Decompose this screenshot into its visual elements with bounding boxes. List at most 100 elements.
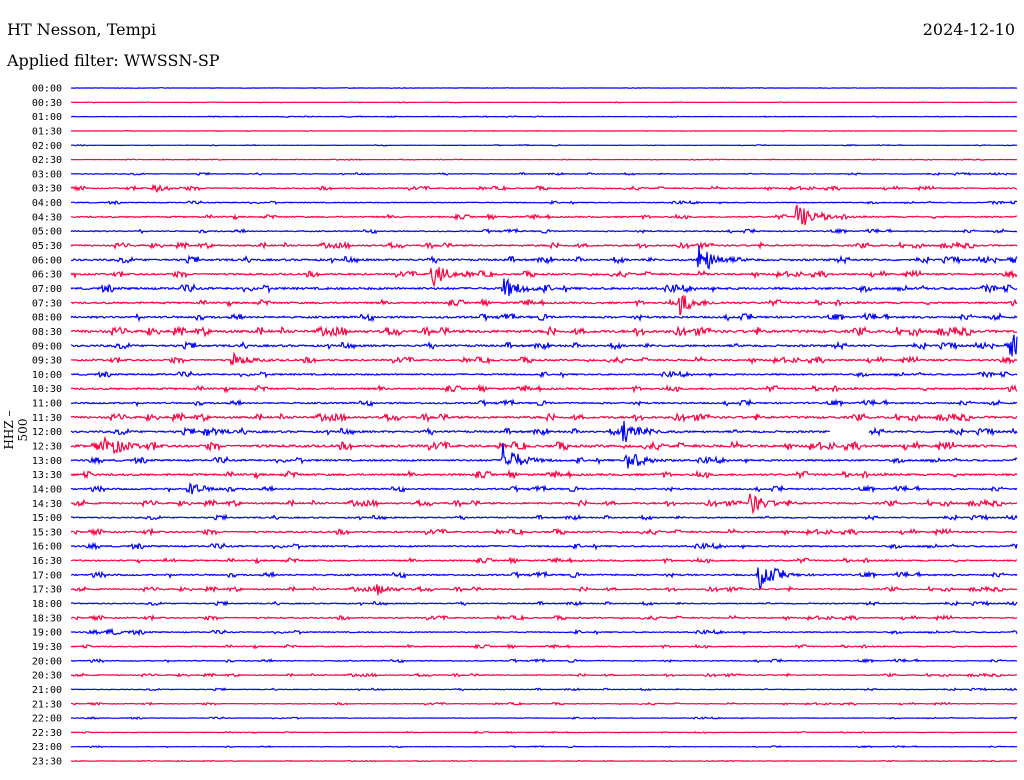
time-tick-label: 13:30 [32, 470, 62, 481]
time-tick-label: 08:30 [32, 327, 62, 338]
seismic-trace-0830 [70, 325, 1018, 338]
time-tick-label: 17:00 [32, 570, 62, 581]
time-tick-label: 04:00 [32, 198, 62, 209]
seismic-trace-1830 [70, 614, 1018, 622]
seismic-trace-0000 [70, 86, 1017, 90]
time-tick-label: 10:30 [32, 384, 62, 395]
time-tick-label: 06:30 [32, 270, 62, 281]
seismic-trace-0330 [70, 183, 1018, 193]
station-title: HT Nesson, Tempi [7, 20, 157, 39]
time-tick-label: 02:30 [32, 155, 62, 166]
time-tick-label: 01:30 [32, 126, 62, 137]
time-tick-label: 05:30 [32, 241, 62, 252]
seismic-trace-2030 [70, 672, 1018, 678]
time-tick-label: 19:00 [32, 628, 62, 639]
seismic-trace-0630 [70, 267, 1018, 288]
seismic-trace-0500 [70, 227, 1018, 235]
seismic-trace-1230 [70, 435, 1018, 454]
filter-label: Applied filter: WWSSN-SP [7, 51, 220, 70]
seismic-trace-2130 [71, 701, 1018, 706]
time-tick-label: 05:00 [32, 227, 62, 238]
time-tick-label: 15:00 [32, 513, 62, 524]
time-tick-label: 01:00 [32, 112, 62, 123]
time-tick-label: 14:00 [32, 484, 62, 495]
time-tick-label: 15:30 [32, 527, 62, 538]
seismic-trace-0400 [70, 199, 1018, 206]
time-tick-label: 07:30 [32, 298, 62, 309]
seismic-trace-1130 [70, 411, 1018, 424]
seismic-trace-2230 [70, 730, 1018, 734]
time-tick-label: 03:30 [32, 184, 62, 195]
seismic-trace-0600 [70, 245, 1018, 270]
seismic-trace-1800 [70, 599, 1018, 607]
seismic-trace-2000 [70, 657, 1018, 664]
seismic-trace-2200 [70, 716, 1018, 721]
time-tick-label: 18:00 [32, 599, 62, 610]
seismic-trace-1600 [70, 541, 1018, 551]
time-tick-label: 16:00 [32, 542, 62, 553]
time-tick-label: 08:00 [32, 313, 62, 324]
seismic-trace-0200 [71, 143, 1018, 147]
date-label: 2024-12-10 [922, 20, 1015, 39]
seismic-trace-0130 [71, 129, 1017, 133]
time-tick-label: 22:00 [32, 714, 62, 725]
time-tick-label: 03:00 [32, 169, 62, 180]
time-tick-label: 19:30 [32, 642, 62, 653]
time-tick-label: 17:30 [32, 585, 62, 596]
seismic-trace-0700 [70, 277, 1018, 297]
time-tick-label: 12:30 [32, 442, 62, 453]
seismic-trace-0930 [71, 351, 1018, 367]
seismic-trace-1300 [70, 442, 1018, 469]
time-tick-label: 00:00 [32, 84, 62, 95]
time-tick-label: 02:00 [32, 141, 62, 152]
seismic-trace-2300 [70, 745, 1018, 749]
time-tick-label: 21:30 [32, 699, 62, 710]
seismic-trace-0530 [70, 240, 1018, 251]
seismic-trace-1700 [70, 567, 1018, 590]
seismic-trace-1930 [70, 643, 1018, 650]
time-tick-label: 11:30 [32, 413, 62, 424]
seismic-trace-0430 [70, 204, 1018, 226]
seismic-trace-1430 [70, 493, 1018, 515]
seismic-trace-2100 [70, 687, 1018, 692]
seismic-trace-1730 [70, 584, 1018, 596]
seismic-trace-0100 [70, 115, 1018, 118]
seismic-trace-2330 [70, 759, 1017, 763]
time-tick-label: 07:00 [32, 284, 62, 295]
seismic-trace-0030 [71, 101, 1017, 104]
time-tick-label: 00:30 [32, 98, 62, 109]
seismic-trace-1100 [70, 398, 1018, 408]
time-tick-label: 09:00 [32, 341, 62, 352]
time-tick-label: 06:00 [32, 255, 62, 266]
time-tick-label: 20:00 [32, 656, 62, 667]
time-tick-label: 04:30 [32, 212, 62, 223]
seismic-trace-0300 [70, 171, 1017, 176]
seismic-trace-1530 [70, 527, 1018, 537]
time-tick-label: 16:30 [32, 556, 62, 567]
time-tick-label: 13:00 [32, 456, 62, 467]
seismic-trace-1030 [70, 383, 1018, 394]
seismic-trace-1400 [70, 482, 1018, 495]
seismic-trace-1900 [70, 627, 1018, 637]
seismic-trace-1630 [70, 556, 1018, 565]
time-tick-label: 18:30 [32, 613, 62, 624]
time-tick-label: 11:00 [32, 399, 62, 410]
time-tick-label: 09:30 [32, 356, 62, 367]
seismic-trace-0730 [70, 294, 1018, 316]
time-tick-label: 22:30 [32, 728, 62, 739]
time-tick-label: 21:00 [32, 685, 62, 696]
seismic-trace-1000 [71, 370, 1018, 379]
seismic-trace-0900 [70, 334, 1018, 357]
time-tick-label: 20:30 [32, 671, 62, 682]
time-tick-label: 10:00 [32, 370, 62, 381]
seismic-trace-0800 [70, 311, 1018, 323]
seismic-trace-1330 [70, 469, 1018, 480]
seismic-trace-1500 [71, 513, 1018, 522]
time-tick-label: 23:30 [32, 757, 62, 768]
time-tick-label: 23:00 [32, 742, 62, 753]
seismic-trace-1200 [70, 420, 1018, 443]
seismic-trace-0230 [71, 158, 1018, 161]
time-tick-label: 12:00 [32, 427, 62, 438]
time-tick-label: 14:30 [32, 499, 62, 510]
